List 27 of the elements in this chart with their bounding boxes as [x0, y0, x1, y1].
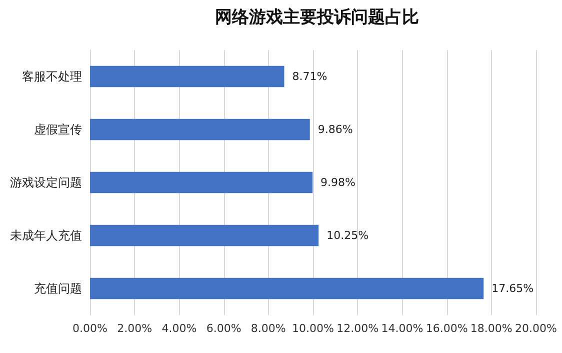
bar [90, 224, 319, 246]
x-tick-label: 6.00% [206, 322, 242, 335]
chart-title: 网络游戏主要投诉问题占比 [215, 8, 419, 28]
y-tick-label: 未成年人充值 [10, 228, 82, 242]
x-tick-label: 0.00% [72, 322, 108, 335]
bar [90, 118, 310, 140]
bar [90, 66, 284, 88]
data-label: 17.65% [492, 282, 534, 295]
x-tick-label: 18.00% [470, 322, 512, 335]
bar [90, 278, 484, 300]
x-tick-label: 14.00% [381, 322, 424, 335]
x-tick-label: 8.00% [250, 322, 286, 335]
data-label: 9.98% [320, 176, 356, 189]
data-label: 8.71% [292, 70, 328, 83]
data-label: 9.86% [318, 123, 353, 136]
x-tick-label: 20.00% [515, 322, 557, 335]
y-tick-label: 游戏设定问题 [10, 176, 82, 190]
y-tick-label: 虚假宣传 [34, 122, 82, 136]
x-tick-label: 12.00% [336, 322, 379, 335]
x-tick-label: 16.00% [426, 322, 468, 335]
y-tick-label: 充值问题 [34, 282, 82, 296]
y-tick-label: 客服不处理 [22, 70, 82, 84]
data-label: 10.25% [326, 229, 369, 242]
x-tick-label: 4.00% [162, 322, 197, 335]
x-tick-label: 10.00% [292, 322, 334, 335]
bar [90, 172, 313, 194]
x-tick-label: 2.00% [117, 322, 152, 335]
